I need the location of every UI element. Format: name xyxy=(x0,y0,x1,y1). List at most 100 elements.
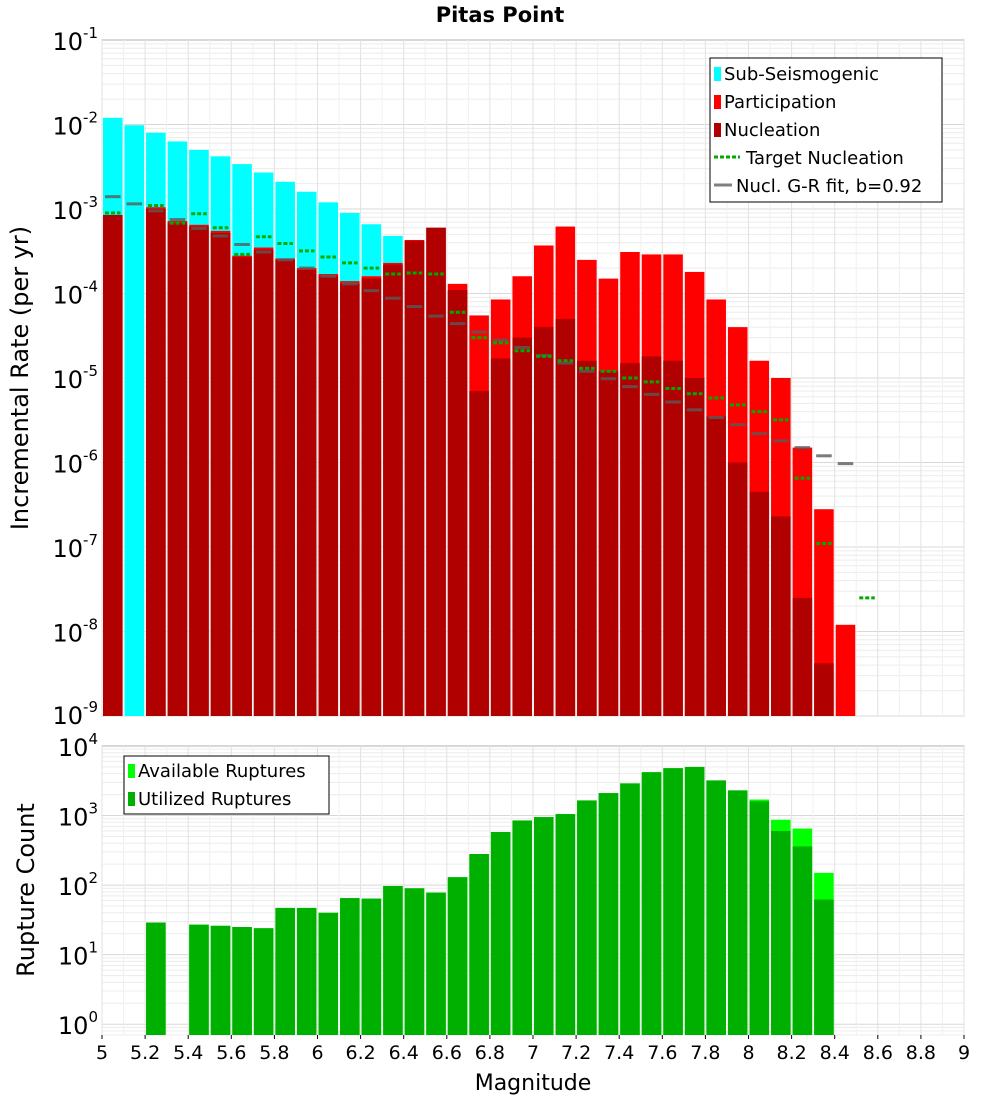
legend-swatch-participation xyxy=(714,95,721,109)
utilized-ruptures-bar xyxy=(426,892,446,1035)
x-tick-label: 5.6 xyxy=(216,1042,246,1064)
x-tick-label: 8 xyxy=(742,1042,754,1064)
utilized-ruptures-bar xyxy=(577,800,597,1035)
nucleation-bar xyxy=(253,249,274,716)
count-y-tick-labels: 100 101 102 103 104 xyxy=(58,730,98,1040)
x-tick-labels: 5 5.2 5.4 5.6 5.8 6 6.2 6.4 6.6 6.8 7 7.2 7.4 7.6 7.8 8… xyxy=(96,1035,970,1064)
rate-target-and-fit-lines xyxy=(105,195,875,600)
utilized-ruptures-bar xyxy=(447,877,468,1035)
utilized-ruptures-bar xyxy=(404,888,425,1035)
x-tick-label: 7.4 xyxy=(604,1042,634,1064)
nucleation-bar xyxy=(103,214,123,716)
utilized-ruptures-bar xyxy=(684,766,705,1035)
nucleation-bar xyxy=(146,209,166,716)
rate-panel: 10-9 10-8 10-7 10-6 10-5 10-4 10-3 10-2 10-1 Inc… xyxy=(6,24,965,730)
utilized-ruptures-bar xyxy=(383,886,403,1035)
utilized-ruptures-bar xyxy=(534,817,554,1035)
legend-label-nucleation: Nucleation xyxy=(724,120,820,141)
legend-label-gr-fit: Nucl. G-R fit, b=0.92 xyxy=(736,176,922,197)
utilized-ruptures-bar xyxy=(512,820,532,1035)
legend-swatch-sub-seismogenic xyxy=(714,67,721,81)
y-tick-label: 10-3 xyxy=(52,193,98,225)
x-tick-label: 6.6 xyxy=(432,1042,462,1064)
utilized-ruptures-bar xyxy=(749,801,770,1035)
utilized-ruptures-bar xyxy=(146,922,166,1035)
nucleation-bar xyxy=(814,663,834,716)
x-tick-label: 8.2 xyxy=(776,1042,806,1064)
utilized-ruptures-bar xyxy=(232,926,252,1035)
utilized-ruptures-bar xyxy=(296,907,317,1035)
rate-y-axis-label: Incremental Rate (per yr) xyxy=(6,226,34,530)
nucleation-bar xyxy=(792,597,813,716)
legend-label-sub-seismogenic: Sub-Seismogenic xyxy=(724,64,879,85)
legend-label-participation: Participation xyxy=(724,92,836,113)
y-tick-label: 10-2 xyxy=(52,109,98,141)
x-tick-label: 8.8 xyxy=(906,1042,936,1064)
nucleation-bar xyxy=(318,276,339,716)
y-tick-label: 10-9 xyxy=(52,698,98,730)
y-tick-label: 10-7 xyxy=(52,531,98,563)
nucleation-bar xyxy=(210,232,231,716)
x-tick-label: 6.4 xyxy=(389,1042,419,1064)
nucleation-bar xyxy=(447,290,468,716)
x-tick-label: 6 xyxy=(311,1042,323,1064)
count-panel: 100 101 102 103 104 5 5.2 5.4 5.6 5.8 6 6.2 6.4 6.6 6… xyxy=(12,730,970,1096)
legend-label-available: Available Ruptures xyxy=(138,761,306,782)
rate-bars xyxy=(103,117,856,717)
count-legend: Available Ruptures Utilized Ruptures xyxy=(123,755,330,815)
nucleation-bar xyxy=(727,462,748,716)
legend-swatch-utilized xyxy=(128,792,135,806)
utilized-ruptures-bar xyxy=(340,898,360,1035)
nucleation-bar xyxy=(771,516,791,716)
nucleation-bar xyxy=(167,223,188,716)
nucleation-bar xyxy=(189,226,209,716)
nucleation-bar xyxy=(469,391,489,716)
nucleation-bar xyxy=(534,327,554,716)
y-tick-label: 10-5 xyxy=(52,362,98,394)
rate-legend: Sub-Seismogenic Participation Nucleation… xyxy=(709,57,943,203)
y-tick-label: 10-4 xyxy=(52,278,98,310)
utilized-ruptures-bar xyxy=(555,814,576,1035)
nucleation-bar xyxy=(749,491,770,716)
rate-y-tick-labels: 10-9 10-8 10-7 10-6 10-5 10-4 10-3 10-2 10-1 xyxy=(52,24,98,730)
utilized-ruptures-bar xyxy=(253,928,274,1035)
utilized-ruptures-bar xyxy=(727,790,748,1035)
nucleation-bar xyxy=(663,360,683,716)
nucleation-bar xyxy=(361,278,382,716)
utilized-ruptures-bar xyxy=(318,912,339,1035)
nucleation-bar xyxy=(490,358,511,716)
sub-seismogenic-bar xyxy=(124,125,145,716)
nucleation-bar xyxy=(555,318,576,716)
y-tick-label: 102 xyxy=(58,869,98,901)
utilized-ruptures-bar xyxy=(598,793,619,1035)
y-tick-label: 104 xyxy=(58,730,98,762)
x-axis-label: Magnitude xyxy=(475,1071,592,1096)
utilized-ruptures-bar xyxy=(469,854,489,1035)
utilized-ruptures-bar xyxy=(620,783,640,1035)
utilized-ruptures-bar xyxy=(641,772,662,1035)
y-tick-label: 10-6 xyxy=(52,447,98,479)
x-tick-label: 8.4 xyxy=(820,1042,850,1064)
legend-swatch-available xyxy=(128,764,135,778)
nucleation-bar xyxy=(340,283,360,716)
participation-bar xyxy=(835,624,856,716)
legend-label-target-nucleation: Target Nucleation xyxy=(745,148,904,169)
utilized-ruptures-bar xyxy=(771,830,791,1035)
nucleation-bar xyxy=(641,356,662,716)
utilized-ruptures-bar xyxy=(275,907,295,1035)
nucleation-bar xyxy=(426,227,446,716)
nucleation-bar xyxy=(512,337,532,716)
utilized-ruptures-bar xyxy=(210,925,231,1035)
x-tick-label: 7 xyxy=(527,1042,539,1064)
x-tick-label: 7.8 xyxy=(690,1042,720,1064)
y-tick-label: 103 xyxy=(58,800,98,832)
utilized-ruptures-bar xyxy=(189,924,209,1035)
legend-swatch-nucleation xyxy=(714,123,721,137)
legend-label-utilized: Utilized Ruptures xyxy=(138,789,291,810)
nucleation-bar xyxy=(577,360,597,716)
x-tick-label: 9 xyxy=(958,1042,970,1064)
x-tick-label: 5.4 xyxy=(173,1042,203,1064)
nucleation-bar xyxy=(232,257,252,716)
y-tick-label: 100 xyxy=(58,1008,98,1040)
